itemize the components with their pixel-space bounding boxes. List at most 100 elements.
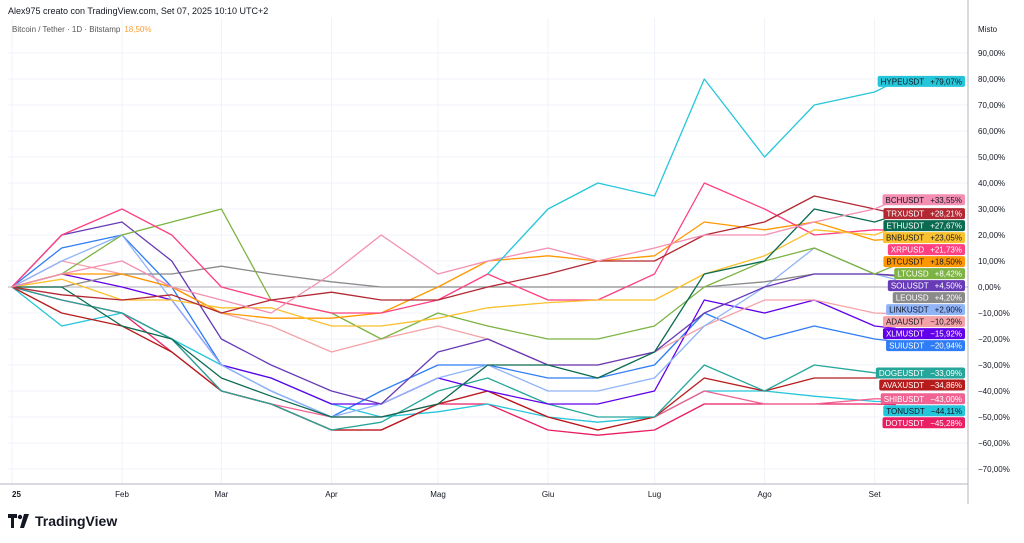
- series-label-name[interactable]: ETHUSDT: [886, 222, 924, 231]
- series-label-value: +8,42%: [935, 270, 962, 279]
- series-label-bg-btcusdt: [883, 256, 965, 268]
- y-tick-label: 70,00%: [978, 101, 1005, 110]
- y-tick-label: −50,00%: [978, 413, 1010, 422]
- series-label-value: −33,09%: [930, 369, 962, 378]
- x-tick-label: Feb: [115, 490, 129, 499]
- series-line-hypeusdt[interactable]: [487, 78, 897, 275]
- y-tick-label: −60,00%: [978, 439, 1010, 448]
- tradingview-logo-icon: [8, 514, 29, 528]
- series-label-value: +33,55%: [930, 196, 962, 205]
- series-label-bg-solusdt: [887, 280, 965, 292]
- series-label-value: −15,92%: [930, 330, 962, 339]
- series-label-value: +21,73%: [930, 246, 962, 255]
- series-line-tonusdt[interactable]: [11, 286, 896, 423]
- series-label-value: +23,05%: [930, 234, 962, 243]
- series-label-name[interactable]: DOGEUSDT: [879, 369, 924, 378]
- series-label-name[interactable]: SOLUSDT: [891, 282, 929, 291]
- y-tick-label: 30,00%: [978, 205, 1005, 214]
- x-tick-label: 25: [12, 490, 21, 499]
- x-tick-label: Ago: [757, 490, 772, 499]
- x-tick-label: Apr: [325, 490, 338, 499]
- x-tick-label: Mar: [215, 490, 229, 499]
- series-label-bg-ethusdt: [883, 220, 965, 232]
- series-line-trxusdt[interactable]: [11, 195, 897, 314]
- series-label-bg-tonusdt: [883, 405, 965, 417]
- series-line-ltcusd[interactable]: [11, 208, 897, 340]
- series-line-xrpusd[interactable]: [11, 182, 896, 314]
- series-label-bg-dotusdt: [882, 417, 965, 429]
- series-label-bg-hypeusdt: [877, 75, 965, 87]
- series-label-bg-avaxusdt: [879, 379, 965, 391]
- series-label-value: +28,21%: [930, 210, 962, 219]
- y-tick-label: −70,00%: [978, 465, 1010, 474]
- y-tick-label: 0,00%: [978, 283, 1001, 292]
- y-tick-label: 10,00%: [978, 257, 1005, 266]
- series-label-value: +79,07%: [930, 77, 962, 86]
- symbol-description: Bitcoin / Tether · 1D · Bitstamp: [12, 25, 121, 34]
- series-label-name[interactable]: AVAXUSDT: [882, 381, 924, 390]
- series-label-name[interactable]: XLMUSDT: [886, 330, 924, 339]
- series-label-value: −20,94%: [930, 342, 962, 351]
- series-line-bnbusdt[interactable]: [11, 226, 897, 327]
- series-line-dotusdt[interactable]: [11, 286, 896, 436]
- series-label-name[interactable]: TRXUSDT: [886, 210, 924, 219]
- series-label-name[interactable]: SUIUSDT: [889, 342, 924, 351]
- series-label-bg-suiusdt: [886, 340, 965, 352]
- y-tick-label: 40,00%: [978, 179, 1005, 188]
- y-tick-label: −10,00%: [978, 309, 1010, 318]
- series-label-name[interactable]: BCHUSDT: [886, 196, 925, 205]
- series-label-bg-dogeusdt: [875, 367, 965, 379]
- series-label-value: +4,50%: [935, 282, 962, 291]
- series-label-bg-adausdt: [882, 316, 965, 328]
- series-label-name[interactable]: ADAUSDT: [886, 318, 924, 327]
- y-tick-label: 50,00%: [978, 153, 1005, 162]
- series-label-name[interactable]: BTCUSDT: [886, 258, 924, 267]
- series-label-name[interactable]: SHIBUSDT: [884, 395, 925, 404]
- y-tick-label: 80,00%: [978, 75, 1005, 84]
- series-label-bg-ltcusd: [894, 268, 965, 280]
- series-label-bg-xrpusd: [887, 244, 965, 256]
- x-tick-label: Mag: [430, 490, 446, 499]
- y-tick-label: 60,00%: [978, 127, 1005, 136]
- scale-mode-label[interactable]: Misto: [978, 25, 998, 34]
- series-label-name[interactable]: LTCUSD: [897, 270, 929, 279]
- series-line-suiusdt[interactable]: [11, 234, 896, 418]
- series-label-name[interactable]: TONUSDT: [886, 407, 925, 416]
- series-label-name[interactable]: LINKUSDT: [889, 306, 929, 315]
- series-label-name[interactable]: LEOUSD: [896, 294, 929, 303]
- series-label-bg-shibusdt: [880, 393, 965, 405]
- series-line-shibusdt[interactable]: [11, 286, 896, 431]
- symbol-legend[interactable]: Bitcoin / Tether · 1D · Bitstamp 18,50%: [12, 25, 151, 34]
- series-line-solusdt[interactable]: [11, 221, 896, 405]
- series-label-name[interactable]: BNBUSDT: [886, 234, 924, 243]
- series-line-linkusdt[interactable]: [11, 234, 897, 418]
- series-line-bchusdt[interactable]: [11, 199, 897, 314]
- series-label-bg-leousd: [892, 292, 965, 304]
- series-label-bg-xlmusdt: [882, 328, 965, 340]
- series-line-ethusdt[interactable]: [12, 208, 897, 418]
- x-tick-label: Set: [869, 490, 882, 499]
- tradingview-footer: TradingView: [8, 513, 117, 529]
- series-label-value: −34,86%: [930, 381, 962, 390]
- series-label-value: +18,50%: [930, 258, 962, 267]
- series-label-name[interactable]: XRPUSD: [891, 246, 925, 255]
- symbol-change: 18,50%: [124, 25, 152, 34]
- x-tick-label: Lug: [648, 490, 661, 499]
- series-label-name[interactable]: DOTUSDT: [886, 419, 925, 428]
- y-tick-label: −40,00%: [978, 387, 1010, 396]
- y-tick-label: 90,00%: [978, 49, 1005, 58]
- series-line-avaxusdt[interactable]: [11, 286, 896, 431]
- series-label-value: +4,20%: [935, 294, 962, 303]
- series-label-name[interactable]: HYPEUSDT: [881, 77, 925, 86]
- series-label-value: −45,28%: [930, 419, 962, 428]
- series-label-bg-bchusdt: [882, 194, 965, 206]
- y-tick-label: 20,00%: [978, 231, 1005, 240]
- series-label-value: +2,90%: [935, 306, 962, 315]
- series-line-dogeusdt[interactable]: [11, 286, 896, 431]
- series-label-bg-linkusdt: [886, 304, 965, 316]
- series-line-btcusdt[interactable]: [11, 221, 896, 319]
- y-tick-label: −20,00%: [978, 335, 1010, 344]
- chart-credit: Alex975 creato con TradingView.com, Set …: [8, 6, 269, 16]
- x-tick-label: Giu: [542, 490, 554, 499]
